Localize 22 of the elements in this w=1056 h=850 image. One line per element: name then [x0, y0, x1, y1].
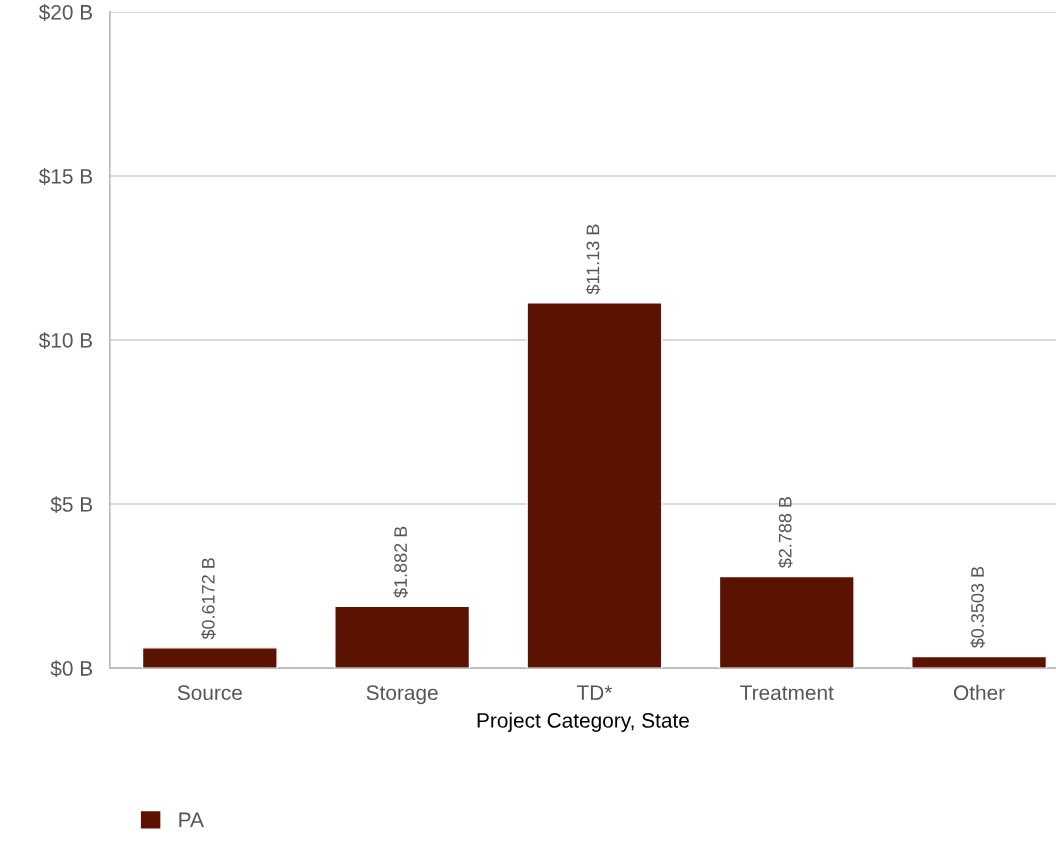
- bar: [526, 302, 663, 669]
- bar: [911, 655, 1048, 669]
- y-tick-label: $15 B: [38, 168, 93, 185]
- y-tick-label: $0 B: [50, 660, 93, 678]
- data-label: $1.882 B: [393, 526, 409, 598]
- x-tick-label: Source: [177, 685, 242, 701]
- bar: [141, 647, 278, 669]
- data-label: $2.788 B: [778, 496, 793, 569]
- data-label: $0.6172 B: [201, 558, 216, 640]
- y-tick-label: $20 B: [38, 4, 93, 21]
- x-tick-label: Storage: [366, 685, 438, 705]
- y-tick-label: $5 B: [50, 496, 93, 514]
- data-label: $0.3503 B: [970, 566, 985, 649]
- bar: [718, 575, 855, 669]
- x-tick-label: Treatment: [740, 685, 834, 701]
- bar: [334, 605, 471, 669]
- x-axis-title: Project Category, State: [477, 712, 689, 732]
- x-tick-label: TD*: [576, 685, 613, 700]
- data-label: $11.13 B: [585, 224, 601, 295]
- legend-label: PA: [179, 812, 204, 827]
- y-tick-label: $10 B: [38, 332, 93, 349]
- x-tick-label: Other: [954, 684, 1005, 701]
